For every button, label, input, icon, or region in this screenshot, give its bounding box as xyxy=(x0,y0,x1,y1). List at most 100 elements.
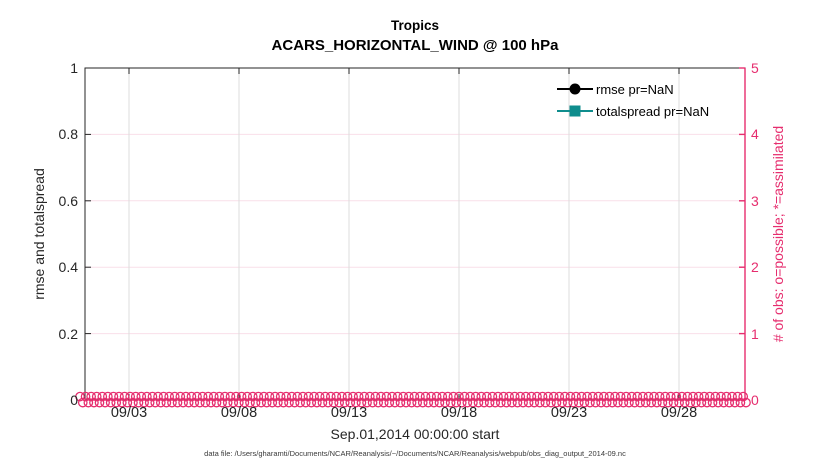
obs-marker xyxy=(459,391,470,402)
obs-marker xyxy=(342,391,353,402)
obs-marker xyxy=(309,391,319,402)
obs-marker xyxy=(214,391,225,402)
obs-marker xyxy=(390,397,400,408)
obs-marker xyxy=(334,397,345,408)
obs-marker xyxy=(635,397,645,408)
obs-marker xyxy=(501,397,512,408)
obs-marker xyxy=(189,397,200,408)
obs-marker xyxy=(164,391,175,402)
obs-marker xyxy=(142,391,152,402)
obs-marker xyxy=(587,391,598,402)
obs-marker xyxy=(677,391,687,402)
obs-marker xyxy=(707,397,718,408)
obs-marker xyxy=(80,391,91,402)
obs-marker xyxy=(484,397,495,408)
obs-marker xyxy=(155,397,166,408)
obs-marker xyxy=(649,391,659,402)
obs-marker xyxy=(270,391,280,402)
obs-marker xyxy=(83,397,94,408)
obs-marker xyxy=(468,397,478,408)
obs-marker xyxy=(534,397,545,408)
obs-marker xyxy=(376,391,386,402)
obs-marker xyxy=(373,397,384,408)
obs-marker xyxy=(473,397,484,408)
obs-marker xyxy=(696,397,707,408)
obs-marker xyxy=(323,397,333,408)
obs-marker xyxy=(192,391,202,402)
obs-marker xyxy=(328,397,339,408)
obs-marker xyxy=(479,397,489,408)
obs-marker xyxy=(331,391,342,402)
obs-marker xyxy=(225,391,236,402)
obs-marker xyxy=(543,391,554,402)
obs-marker xyxy=(551,397,562,408)
obs-marker xyxy=(426,391,436,402)
obs-marker xyxy=(362,397,372,408)
obs-marker xyxy=(741,397,751,408)
left-y-tick-label: 0.4 xyxy=(58,259,78,276)
obs-marker xyxy=(565,391,576,402)
obs-marker xyxy=(211,397,222,408)
obs-marker xyxy=(573,397,584,408)
obs-marker xyxy=(688,391,698,402)
obs-marker xyxy=(685,397,696,408)
obs-marker xyxy=(197,391,208,402)
obs-marker xyxy=(86,391,96,402)
obs-marker xyxy=(256,397,266,408)
obs-marker xyxy=(298,391,308,402)
obs-marker xyxy=(638,391,648,402)
left-y-tick-label: 0 xyxy=(70,392,78,408)
obs-marker xyxy=(119,391,130,402)
obs-marker xyxy=(629,397,640,408)
obs-marker xyxy=(359,391,370,402)
x-tick-label: 09/13 xyxy=(330,405,368,421)
obs-marker xyxy=(395,397,406,408)
obs-marker xyxy=(384,397,395,408)
obs-marker xyxy=(97,391,108,402)
obs-marker xyxy=(398,391,409,402)
obs-marker xyxy=(378,397,389,408)
obs-marker xyxy=(259,391,269,402)
obs-marker xyxy=(626,391,637,402)
obs-marker xyxy=(314,391,325,402)
obs-marker xyxy=(615,391,626,402)
right-y-tick-label: 2 xyxy=(751,259,759,276)
obs-marker xyxy=(668,397,679,408)
obs-marker xyxy=(356,397,367,408)
obs-marker xyxy=(133,397,144,408)
obs-marker xyxy=(679,397,690,408)
obs-marker xyxy=(481,391,492,402)
obs-marker xyxy=(94,397,105,408)
obs-marker xyxy=(515,391,526,402)
right-y-tick-label: 0 xyxy=(751,392,759,408)
right-y-tick-label: 3 xyxy=(751,192,759,209)
left-y-tick-label: 0.6 xyxy=(58,192,78,209)
obs-marker xyxy=(548,391,559,402)
obs-marker xyxy=(562,397,573,408)
obs-marker xyxy=(289,397,300,408)
legend: rmse pr=NaN totalspread pr=NaN xyxy=(556,80,709,120)
obs-marker xyxy=(465,391,475,402)
obs-marker xyxy=(540,397,551,408)
obs-marker xyxy=(317,397,328,408)
obs-marker xyxy=(624,397,634,408)
obs-marker xyxy=(150,397,161,408)
obs-marker xyxy=(504,391,514,402)
obs-marker xyxy=(108,391,119,402)
obs-marker xyxy=(412,397,423,408)
obs-marker xyxy=(612,397,623,408)
obs-marker xyxy=(172,397,183,408)
obs-marker xyxy=(295,397,305,408)
obs-marker xyxy=(367,397,378,408)
obs-marker xyxy=(139,397,149,408)
obs-marker xyxy=(242,391,253,402)
obs-marker xyxy=(220,391,230,402)
obs-marker xyxy=(704,391,715,402)
obs-marker xyxy=(682,391,693,402)
obs-marker xyxy=(351,397,361,408)
obs-marker xyxy=(738,391,749,402)
obs-marker xyxy=(509,391,520,402)
obs-marker xyxy=(261,397,272,408)
obs-marker xyxy=(721,391,732,402)
